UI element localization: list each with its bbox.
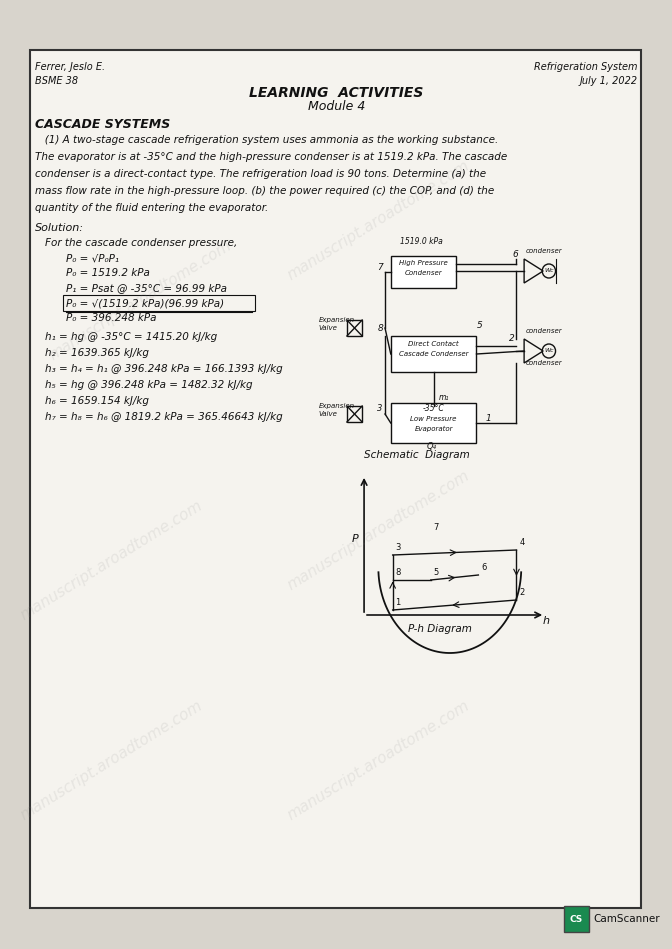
Bar — [347, 406, 362, 422]
Text: 7: 7 — [378, 263, 383, 272]
Text: Refrigeration System
July 1, 2022: Refrigeration System July 1, 2022 — [534, 62, 638, 86]
FancyBboxPatch shape — [30, 50, 641, 908]
Text: 2: 2 — [509, 334, 515, 343]
Text: 8: 8 — [378, 324, 383, 333]
Text: 8: 8 — [396, 568, 401, 577]
Text: Module 4: Module 4 — [308, 100, 365, 113]
Text: manuscript.aroadtome.com: manuscript.aroadtome.com — [17, 497, 206, 623]
Text: mass flow rate in the high-pressure loop. (b) the power required (c) the COP, an: mass flow rate in the high-pressure loop… — [36, 186, 495, 196]
Text: 6: 6 — [513, 250, 518, 259]
Text: P-h Diagram: P-h Diagram — [409, 624, 472, 634]
Text: (1) A two-stage cascade refrigeration system uses ammonia as the working substan: (1) A two-stage cascade refrigeration sy… — [36, 135, 499, 145]
Text: 1: 1 — [486, 414, 492, 423]
Text: Low Pressure: Low Pressure — [411, 416, 457, 422]
Text: condenser is a direct-contact type. The refrigeration load is 90 tons. Determine: condenser is a direct-contact type. The … — [36, 169, 487, 179]
Text: m₁: m₁ — [438, 393, 449, 402]
Text: 6: 6 — [481, 563, 487, 572]
Text: The evaporator is at -35°C and the high-pressure condenser is at 1519.2 kPa. The: The evaporator is at -35°C and the high-… — [36, 152, 507, 162]
Text: 1519.0 kPa: 1519.0 kPa — [401, 237, 443, 246]
Text: P₁ = Psat @ -35°C = 96.99 kPa: P₁ = Psat @ -35°C = 96.99 kPa — [66, 283, 227, 293]
Text: 1: 1 — [396, 598, 401, 607]
Text: High Pressure: High Pressure — [398, 260, 448, 266]
Text: condenser: condenser — [526, 248, 562, 254]
Text: h₁ = hg @ -35°C = 1415.20 kJ/kg: h₁ = hg @ -35°C = 1415.20 kJ/kg — [45, 332, 217, 342]
Text: Ferrer, Jeslo E.
BSME 38: Ferrer, Jeslo E. BSME 38 — [36, 62, 106, 86]
FancyBboxPatch shape — [390, 403, 476, 443]
Text: Expansion: Expansion — [319, 403, 354, 409]
Text: 5: 5 — [433, 568, 439, 577]
Text: P₀ = 396.248 kPa: P₀ = 396.248 kPa — [66, 313, 157, 323]
Text: h₂ = 1639.365 kJ/kg: h₂ = 1639.365 kJ/kg — [45, 348, 149, 358]
Text: h₃ = h₄ = h₁ @ 396.248 kPa = 166.1393 kJ/kg: h₃ = h₄ = h₁ @ 396.248 kPa = 166.1393 kJ… — [45, 364, 283, 374]
FancyBboxPatch shape — [390, 336, 476, 372]
Text: P₀ = √(1519.2 kPa)(96.99 kPa): P₀ = √(1519.2 kPa)(96.99 kPa) — [66, 298, 224, 308]
Text: condenser: condenser — [526, 360, 562, 366]
Bar — [347, 320, 362, 336]
Text: h: h — [542, 616, 549, 626]
Text: h₅ = hg @ 396.248 kPa = 1482.32 kJ/kg: h₅ = hg @ 396.248 kPa = 1482.32 kJ/kg — [45, 380, 253, 390]
Text: CS: CS — [570, 915, 583, 923]
Text: Solution:: Solution: — [36, 223, 85, 233]
Text: condenser: condenser — [526, 328, 562, 334]
Text: CASCADE SYSTEMS: CASCADE SYSTEMS — [36, 118, 171, 131]
Text: Direct Contact: Direct Contact — [409, 341, 459, 347]
Text: manuscript.aroadtome.com: manuscript.aroadtome.com — [284, 698, 472, 823]
Text: CamScanner: CamScanner — [593, 914, 661, 924]
Text: Condenser: Condenser — [405, 270, 442, 276]
Text: -35°C: -35°C — [423, 404, 444, 413]
Text: LEARNING  ACTIVITIES: LEARNING ACTIVITIES — [249, 86, 423, 100]
Text: manuscript.aroadtome.com: manuscript.aroadtome.com — [284, 468, 472, 592]
FancyBboxPatch shape — [390, 256, 456, 288]
Text: P: P — [351, 534, 358, 544]
Text: 5: 5 — [476, 321, 482, 330]
Text: 3: 3 — [378, 404, 383, 413]
Text: Evaporator: Evaporator — [415, 426, 453, 432]
Text: Q₄: Q₄ — [427, 442, 437, 451]
Text: P₀ = 1519.2 kPa: P₀ = 1519.2 kPa — [66, 268, 150, 278]
Text: Cascade Condenser: Cascade Condenser — [399, 351, 468, 357]
Text: manuscript.aroadtome.com: manuscript.aroadtome.com — [284, 158, 472, 283]
Text: For the cascade condenser pressure,: For the cascade condenser pressure, — [45, 238, 237, 248]
Text: h₆ = 1659.154 kJ/kg: h₆ = 1659.154 kJ/kg — [45, 396, 149, 406]
Text: Wc: Wc — [544, 347, 554, 352]
Text: h₇ = h₈ = h₆ @ 1819.2 kPa = 365.46643 kJ/kg: h₇ = h₈ = h₆ @ 1819.2 kPa = 365.46643 kJ… — [45, 412, 283, 422]
Text: manuscript.aroadtome.com: manuscript.aroadtome.com — [46, 237, 234, 363]
Text: 3: 3 — [396, 543, 401, 552]
Text: Valve: Valve — [319, 411, 337, 417]
Text: Expansion: Expansion — [319, 317, 354, 323]
Text: quantity of the fluid entering the evaporator.: quantity of the fluid entering the evapo… — [36, 203, 269, 213]
Text: P₀ = √P₀P₁: P₀ = √P₀P₁ — [66, 253, 119, 263]
Text: 7: 7 — [433, 523, 439, 532]
Text: Valve: Valve — [319, 325, 337, 331]
Text: 2: 2 — [519, 588, 525, 597]
Text: Wc: Wc — [544, 268, 554, 272]
FancyBboxPatch shape — [564, 906, 589, 932]
Text: Schematic  Diagram: Schematic Diagram — [364, 450, 469, 460]
Text: manuscript.aroadtome.com: manuscript.aroadtome.com — [17, 698, 206, 823]
Text: 4: 4 — [519, 538, 525, 547]
